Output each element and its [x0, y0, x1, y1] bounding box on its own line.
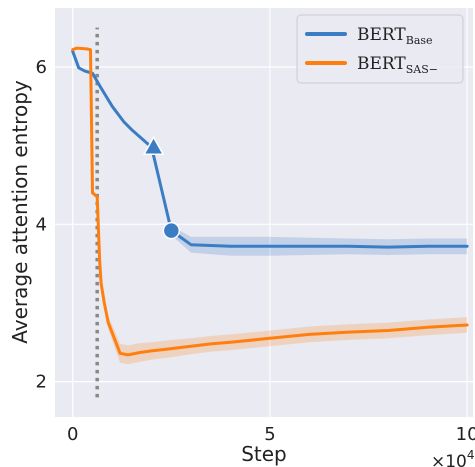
legend-label-bert-sas-main: BERT [357, 54, 406, 74]
x-tick-label: 5 [264, 424, 275, 445]
x-multiplier-base: ×10 [431, 452, 467, 467]
series-markers [142, 135, 181, 240]
legend-label-bert-base: BERTBase [357, 25, 433, 47]
legend: BERTBase BERTSAS− [296, 14, 464, 84]
legend-label-bert-sas-sub: SAS− [406, 63, 438, 76]
triangle-marker [142, 135, 165, 155]
line-series-1 [71, 46, 469, 357]
series-lines [71, 46, 469, 357]
x-multiplier-label: ×104 [431, 448, 475, 467]
tick-labels: 0 5 10 2 4 6 [36, 57, 475, 445]
legend-label-bert-base-main: BERT [357, 25, 406, 45]
x-axis-label: Step [241, 442, 287, 466]
x-multiplier-exponent: 4 [467, 448, 475, 462]
x-tick-label: 0 [67, 424, 78, 445]
legend-label-bert-sas: BERTSAS− [357, 54, 438, 76]
legend-label-bert-base-sub: Base [406, 34, 433, 47]
y-tick-label: 6 [36, 57, 47, 78]
y-tick-label: 2 [36, 372, 47, 393]
y-axis-label: Average attention entropy [8, 80, 32, 344]
y-tick-label: 4 [36, 214, 47, 235]
x-tick-label: 10 [456, 424, 475, 445]
circle-marker [162, 221, 181, 240]
